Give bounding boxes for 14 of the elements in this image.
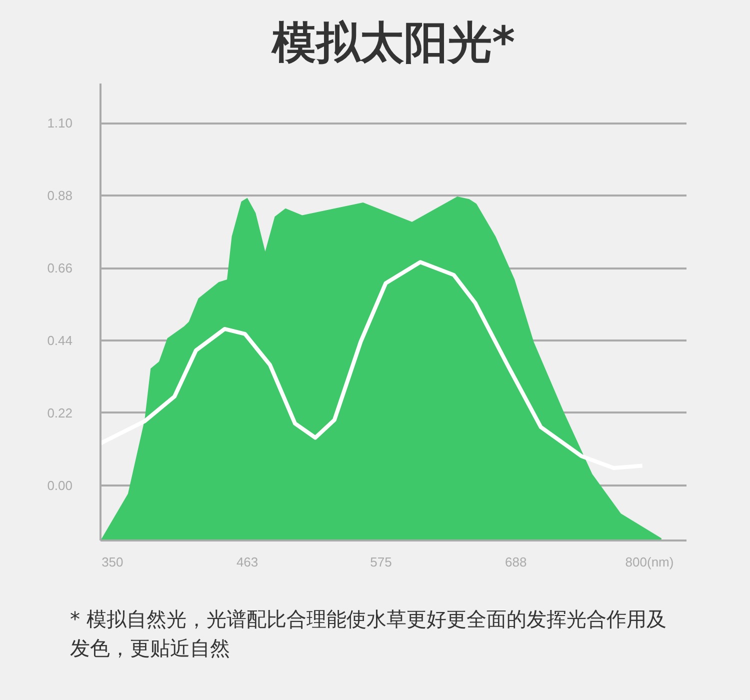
line-series — [100, 260, 644, 470]
y-tick-label: 0.00 — [47, 478, 73, 493]
x-tick-label: 688 — [504, 554, 527, 570]
y-tick-label: 0.88 — [47, 188, 73, 204]
x-tick-label: 575 — [370, 554, 392, 570]
y-tick-label: 1.10 — [47, 116, 73, 131]
x-tick-label: 463 — [236, 554, 258, 570]
chart-title: 模拟太阳光* — [270, 18, 516, 68]
text: * 模拟自然光，光谱配比合理能使水草更好更全面的发挥光合作用及发色，更贴近自然 — [70, 606, 668, 662]
x-tick-label: 800(nm) — [625, 554, 674, 570]
x-tick-label: 350 — [102, 554, 124, 570]
y-tick-label: 0.66 — [47, 260, 73, 276]
y-tick-label: 0.44 — [47, 333, 73, 348]
y-tick-label: 0.22 — [47, 405, 73, 420]
